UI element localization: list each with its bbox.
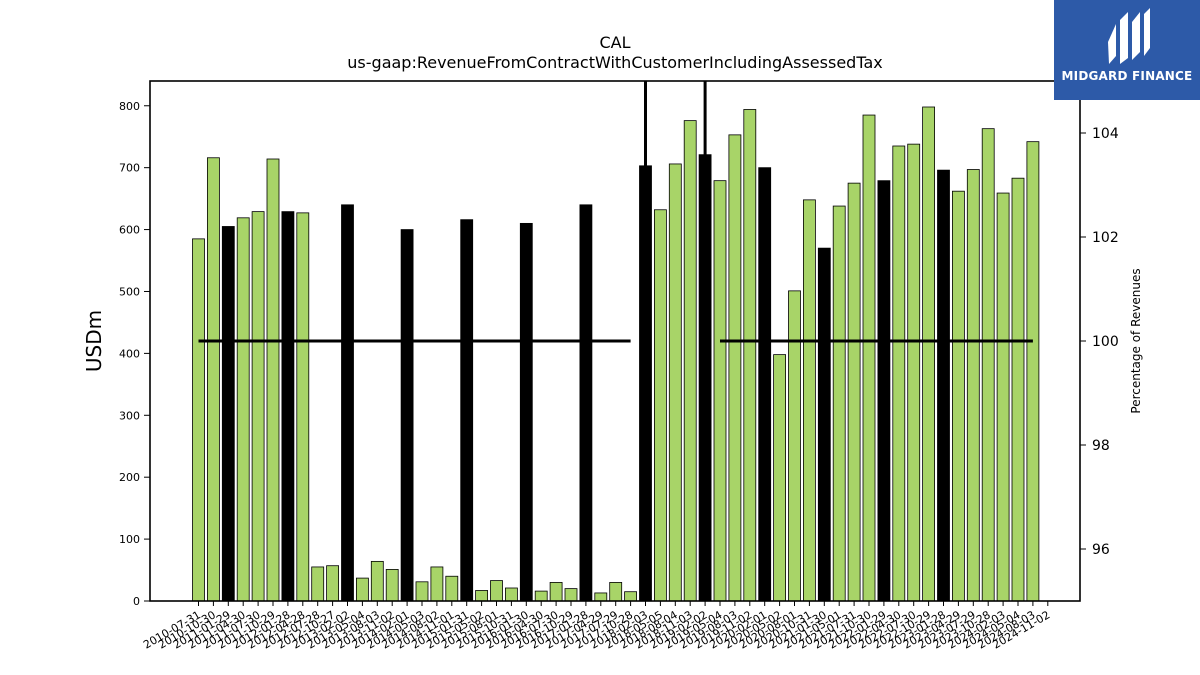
y-tick-label: 100 <box>119 533 140 546</box>
bar-2020-08-01 <box>788 290 801 602</box>
bar-2021-01-30 <box>817 247 831 602</box>
bar-2023-04-29 <box>952 190 965 602</box>
bar-2017-07-29 <box>609 582 623 602</box>
bar-2020-02-01 <box>758 167 772 602</box>
bar-2014-08-02 <box>430 566 444 602</box>
bar-2022-10-29 <box>922 106 935 602</box>
y-tick-label: 800 <box>119 100 140 113</box>
bar-2016-07-30 <box>549 582 563 602</box>
bar-2011-10-29 <box>266 158 280 602</box>
brand-name: MIDGARD FINANCE <box>1061 69 1193 83</box>
bar-2017-01-28 <box>579 204 593 602</box>
bar-2021-07-31 <box>847 182 861 602</box>
bar-2022-01-29 <box>877 180 891 602</box>
bar-2018-11-03 <box>683 120 697 602</box>
bar-2016-04-30 <box>534 590 548 602</box>
y-tick-label: 700 <box>119 162 140 175</box>
chart-title: CAL <box>599 33 630 52</box>
percentage-series <box>198 81 1033 343</box>
bar-2018-08-04 <box>668 163 682 602</box>
bar-2024-02-03 <box>996 192 1010 602</box>
bar-2011-04-30 <box>236 217 250 602</box>
bar-2020-10-31 <box>803 199 816 602</box>
bar-2019-08-03 <box>728 134 742 602</box>
axes-group: 0100200300400500600700800969810010210420… <box>119 80 1119 652</box>
bar-2010-10-30 <box>206 157 220 602</box>
y-axis-label: USDm <box>82 310 106 372</box>
y-tick-label: 300 <box>119 409 140 422</box>
y-tick-label: 600 <box>119 224 140 237</box>
y-tick-label: 400 <box>119 347 140 360</box>
bar-2023-07-29 <box>966 169 980 602</box>
bar-2013-08-03 <box>370 560 384 602</box>
bar-2012-07-28 <box>311 566 325 602</box>
bar-2015-01-31 <box>460 219 474 602</box>
y2-tick-label: 98 <box>1092 438 1110 454</box>
y2-tick-label: 102 <box>1092 230 1119 246</box>
y-tick-label: 200 <box>119 471 140 484</box>
bar-2021-05-01 <box>832 205 846 602</box>
bar-2012-01-28 <box>281 211 295 602</box>
bar-2024-08-03 <box>1026 141 1040 602</box>
midgard-logo-icon <box>1108 8 1150 64</box>
bar-2020-05-02 <box>773 354 786 602</box>
bar-2014-05-03 <box>415 581 429 602</box>
bar-2015-10-31 <box>504 587 518 602</box>
bar-2014-11-01 <box>445 575 459 602</box>
brand-logo: MIDGARD FINANCE <box>1054 0 1200 100</box>
bar-2014-02-01 <box>400 229 414 602</box>
bar-2023-10-28 <box>981 128 995 602</box>
bar-2011-01-29 <box>221 226 235 602</box>
bar-2015-08-01 <box>490 580 503 602</box>
bar-2011-07-30 <box>251 211 265 602</box>
bar-2013-11-02 <box>385 569 399 602</box>
bar-2013-05-04 <box>355 577 369 602</box>
y-tick-label: 0 <box>133 595 140 608</box>
y2-tick-label: 100 <box>1092 334 1119 350</box>
y2-axis-label: Percentage of Revenues <box>1129 268 1143 413</box>
bar-2017-10-28 <box>624 591 637 602</box>
bar-2016-01-30 <box>519 222 533 602</box>
bar-2024-05-04 <box>1011 177 1025 602</box>
bar-2023-01-28 <box>937 169 950 602</box>
bar-2013-02-02 <box>341 204 354 602</box>
y-tick-label: 500 <box>119 285 140 298</box>
bars-group <box>192 106 1040 602</box>
bar-2012-04-28 <box>296 212 310 602</box>
bar-2022-04-30 <box>892 145 906 602</box>
bar-2017-04-29 <box>594 592 608 602</box>
y2-tick-label: 104 <box>1092 126 1119 142</box>
bar-2012-10-27 <box>326 565 340 602</box>
bar-2015-05-02 <box>475 590 489 602</box>
bar-2010-07-31 <box>192 238 205 602</box>
y2-tick-label: 96 <box>1092 542 1110 558</box>
bar-2016-10-29 <box>564 588 578 602</box>
bar-2021-10-30 <box>862 114 876 602</box>
bar-2018-05-05 <box>654 209 667 602</box>
bar-2019-11-02 <box>743 109 757 602</box>
bar-2022-07-30 <box>907 143 921 602</box>
chart-subtitle: us-gaap:RevenueFromContractWithCustomerI… <box>347 53 882 72</box>
bar-2019-05-04 <box>713 180 727 602</box>
